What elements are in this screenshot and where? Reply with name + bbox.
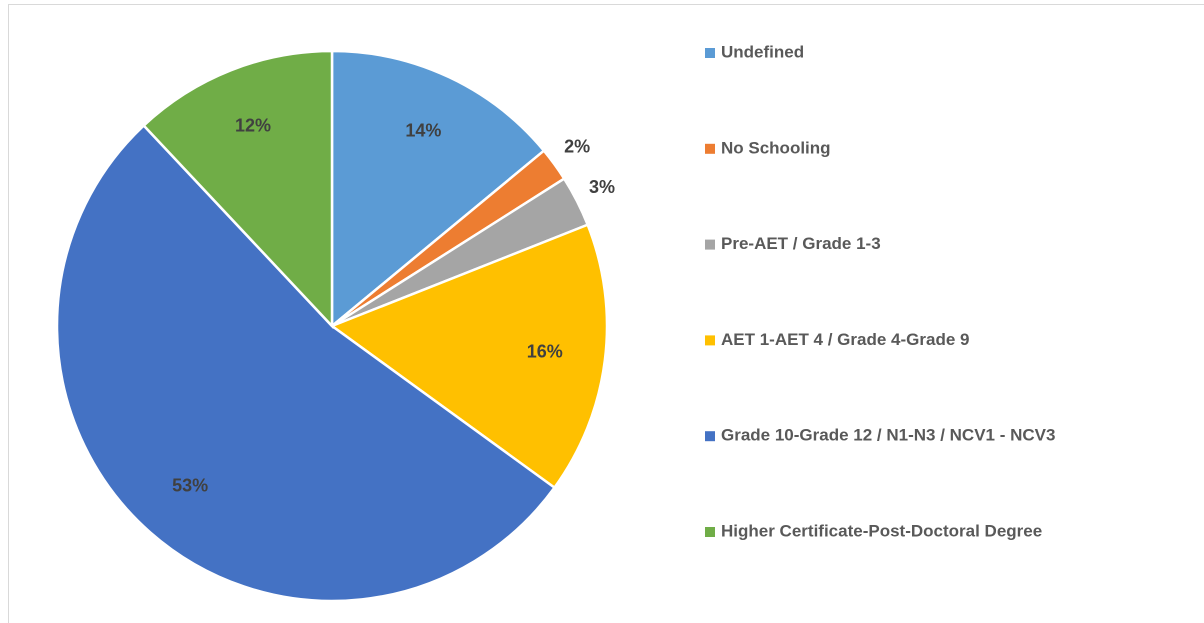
legend-label: No Schooling (721, 138, 831, 157)
data-label: 3% (589, 177, 615, 197)
legend-label: AET 1-AET 4 / Grade 4-Grade 9 (721, 330, 969, 349)
chart-frame (8, 4, 1204, 623)
data-label: 53% (172, 476, 208, 496)
legend-label: Higher Certificate-Post-Doctoral Degree (721, 521, 1042, 540)
legend-swatch (705, 527, 715, 537)
legend-swatch (705, 48, 715, 58)
data-label: 12% (235, 115, 271, 135)
legend-swatch (705, 239, 715, 250)
legend-swatch (705, 431, 715, 442)
data-label: 16% (527, 342, 563, 362)
legend-swatch (705, 335, 715, 346)
legend-label: Undefined (721, 42, 804, 61)
legend-label: Pre-AET / Grade 1-3 (721, 234, 881, 253)
legend-swatch (705, 143, 715, 154)
data-label: 2% (564, 137, 590, 157)
pie-slice (55, 123, 557, 603)
pie-slice (329, 223, 609, 490)
data-label: 14% (405, 121, 441, 141)
pie-slice (141, 49, 334, 330)
legend-label: Grade 10-Grade 12 / N1-N3 / NCV1 - NCV3 (721, 426, 1055, 445)
pie-slice (330, 49, 546, 329)
